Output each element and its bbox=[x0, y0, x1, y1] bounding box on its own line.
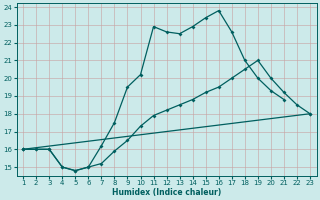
X-axis label: Humidex (Indice chaleur): Humidex (Indice chaleur) bbox=[112, 188, 221, 197]
